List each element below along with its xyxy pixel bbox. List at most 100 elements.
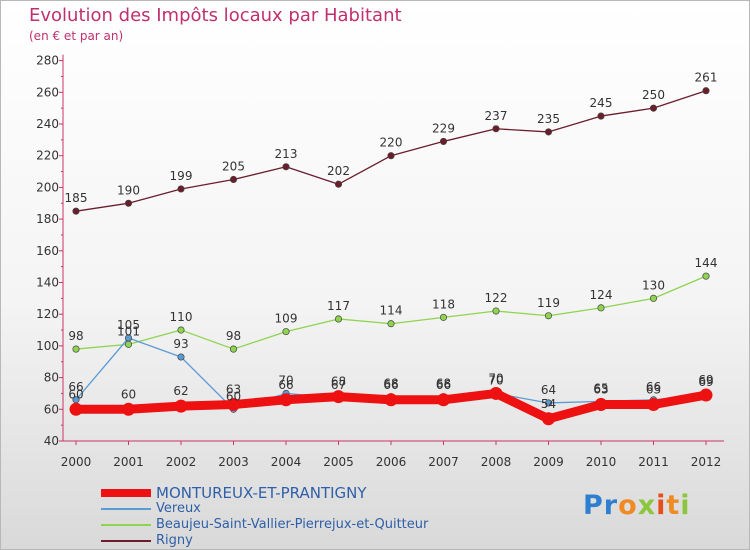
data-point — [282, 328, 290, 336]
data-label: 64 — [541, 383, 556, 397]
data-point — [439, 137, 448, 145]
data-point — [387, 320, 395, 328]
data-label: 117 — [327, 299, 350, 313]
y-tick-label: 60 — [44, 402, 59, 416]
data-point — [72, 345, 80, 353]
data-label: 70 — [488, 373, 503, 387]
chart-subtitle: (en € et par an) — [29, 29, 124, 43]
data-label: 199 — [170, 169, 193, 183]
chart-title: Evolution des Impôts locaux par Habitant — [29, 5, 402, 26]
data-point — [124, 199, 133, 207]
data-label: 98 — [68, 329, 83, 343]
data-point — [384, 393, 398, 407]
data-point — [544, 128, 553, 136]
x-tick-label: 2006 — [376, 455, 407, 469]
data-label: 66 — [436, 378, 451, 392]
y-tick-label: 140 — [36, 276, 59, 290]
x-tick-label: 2002 — [166, 455, 197, 469]
data-label: 237 — [485, 109, 508, 123]
data-point — [542, 412, 555, 426]
data-label: 101 — [117, 324, 140, 338]
y-tick-label: 120 — [36, 307, 59, 321]
data-label: 109 — [275, 312, 298, 326]
data-point — [334, 180, 343, 188]
data-point — [492, 307, 500, 315]
data-label: 190 — [117, 183, 140, 197]
data-point — [544, 312, 553, 320]
y-tick-label: 80 — [44, 371, 59, 385]
data-point — [437, 393, 450, 407]
data-label: 130 — [642, 278, 665, 292]
legend-label: MONTUREUX-ET-PRANTIGNY — [156, 484, 367, 502]
x-tick-label: 2007 — [428, 455, 459, 469]
data-label: 118 — [432, 297, 455, 311]
data-label: 144 — [695, 256, 718, 270]
data-label: 69 — [698, 373, 713, 387]
data-label: 185 — [65, 191, 88, 205]
x-tick-label: 2011 — [638, 455, 669, 469]
data-label: 63 — [646, 383, 661, 397]
x-tick-label: 2012 — [691, 455, 722, 469]
data-label: 98 — [226, 329, 241, 343]
data-label: 68 — [383, 377, 398, 391]
y-tick-label: 40 — [44, 434, 59, 448]
data-label: 66 — [278, 378, 293, 392]
data-label: 235 — [537, 112, 560, 126]
data-label: 70 — [488, 371, 503, 385]
data-point — [387, 152, 395, 160]
data-point — [597, 112, 605, 120]
data-label: 213 — [275, 147, 298, 161]
data-point — [229, 345, 238, 353]
x-tick-label: 2010 — [586, 455, 617, 469]
data-point — [439, 313, 448, 321]
data-point — [177, 185, 185, 193]
data-label: 54 — [541, 397, 556, 411]
data-point — [489, 386, 503, 400]
data-label: 60 — [68, 387, 83, 401]
data-label: 66 — [383, 378, 398, 392]
data-point — [492, 125, 500, 133]
data-label: 105 — [117, 318, 140, 332]
data-point — [124, 334, 133, 342]
data-point — [594, 398, 608, 412]
x-tick-label: 2009 — [533, 455, 564, 469]
data-label: 63 — [226, 383, 241, 397]
data-point — [699, 388, 713, 402]
x-tick-label: 2004 — [271, 455, 302, 469]
data-label: 220 — [380, 136, 403, 150]
data-label: 205 — [222, 159, 245, 173]
data-label: 66 — [68, 380, 83, 394]
y-tick-label: 280 — [36, 54, 59, 68]
data-label: 93 — [173, 337, 188, 351]
data-point — [332, 390, 345, 404]
x-tick-label: 2008 — [481, 455, 512, 469]
data-point — [702, 272, 710, 280]
data-point — [72, 207, 80, 215]
data-label: 202 — [327, 164, 350, 178]
data-label: 68 — [331, 375, 346, 389]
data-point — [227, 398, 240, 412]
data-point — [124, 340, 133, 348]
x-tick-label: 2001 — [113, 455, 144, 469]
legend-swatch — [101, 540, 151, 542]
data-point — [544, 399, 553, 407]
data-point — [177, 353, 185, 361]
data-point — [122, 402, 135, 416]
data-label: 110 — [170, 310, 193, 324]
data-point — [597, 304, 605, 312]
y-tick-label: 240 — [36, 117, 59, 131]
data-point — [649, 104, 658, 112]
legend-label: Vereux — [156, 501, 201, 516]
data-label: 60 — [121, 387, 136, 401]
data-label: 122 — [485, 291, 508, 305]
data-label: 250 — [642, 88, 665, 102]
legend-label: Rigny — [156, 533, 193, 548]
data-label: 70 — [278, 373, 293, 387]
y-tick-label: 220 — [36, 149, 59, 163]
data-label: 114 — [380, 304, 403, 318]
data-point — [649, 294, 658, 302]
data-point — [229, 175, 238, 184]
y-tick-label: 100 — [36, 339, 59, 353]
legend-swatch — [101, 489, 151, 497]
